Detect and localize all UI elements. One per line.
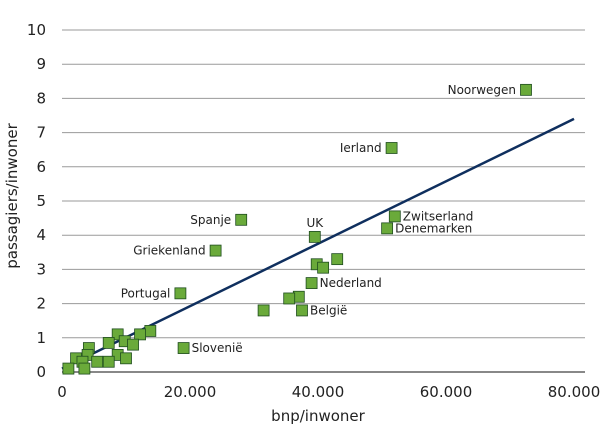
y-tick-label: 9: [36, 55, 46, 73]
point-label: Spanje: [190, 213, 231, 227]
point-label: België: [310, 303, 347, 317]
point-label: Slovenië: [192, 341, 243, 355]
x-tick-label: 60.000: [420, 383, 473, 401]
point-label: Zwitserland: [403, 209, 474, 223]
y-tick-label: 8: [36, 89, 46, 107]
data-point: [520, 83, 532, 96]
data-point: [388, 210, 401, 223]
x-axis-title: bnp/inwoner: [271, 407, 365, 425]
tick-labels: 0 1 2 3 4 5 6 7 8 9 10 0 20.000 40.000 60.000 80.000: [27, 21, 600, 401]
data-point: [235, 213, 248, 226]
data-point: [144, 325, 157, 337]
data-point: [385, 142, 398, 154]
data-point: [102, 355, 115, 368]
point-label: Ierland: [340, 141, 382, 155]
y-tick-label: 5: [36, 192, 46, 210]
point-label: Griekenland: [133, 244, 205, 258]
point-label: Noorwegen: [448, 83, 516, 97]
data-point: [102, 337, 115, 349]
data-point: [134, 328, 146, 341]
point-label: UK: [306, 216, 324, 230]
y-tick-label: 7: [36, 124, 46, 142]
x-tick-label: 80.000: [548, 383, 601, 401]
y-tick-label: 4: [36, 226, 46, 244]
y-axis-title: passagiers/inwoner: [3, 122, 21, 268]
data-point: [62, 362, 75, 375]
point-label: Denemarken: [395, 221, 472, 235]
y-tick-label: 6: [36, 158, 46, 176]
data-point: [177, 342, 190, 354]
y-tick-label: 2: [36, 295, 46, 313]
point-label: Nederland: [320, 276, 382, 290]
data-point: [381, 222, 394, 235]
data-point: [331, 253, 344, 266]
data-point: [78, 362, 91, 375]
data-point: [174, 287, 187, 300]
x-tick-label: 40.000: [292, 383, 345, 401]
data-point: [296, 304, 308, 317]
y-tick-label: 10: [27, 21, 46, 39]
y-tick-label: 3: [36, 260, 46, 278]
data-point: [257, 304, 270, 317]
grid-lines: [62, 29, 585, 373]
data-point: [209, 244, 222, 257]
data-point: [91, 355, 104, 368]
x-tick-label: 0: [57, 383, 67, 401]
data-point: [120, 352, 132, 365]
data-points: [62, 83, 532, 375]
data-point: [283, 292, 296, 305]
data-point: [127, 338, 139, 351]
y-tick-label: 0: [36, 363, 46, 381]
data-point: [111, 328, 124, 341]
y-tick-label: 1: [36, 329, 46, 347]
point-label: Portugal: [121, 286, 171, 300]
data-point: [305, 277, 318, 289]
data-point: [317, 261, 330, 274]
x-tick-label: 20.000: [164, 383, 217, 401]
data-point: [308, 231, 321, 243]
